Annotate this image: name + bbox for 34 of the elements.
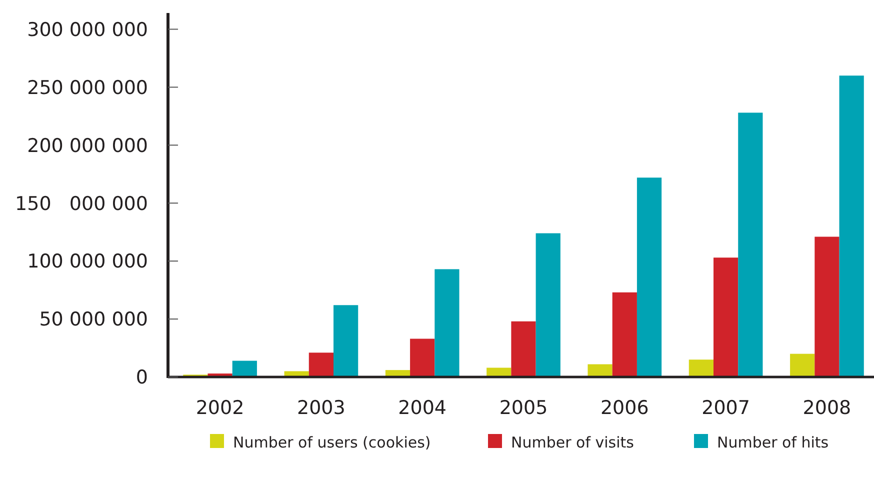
bar — [308, 352, 334, 377]
bar — [738, 112, 763, 377]
bar — [232, 360, 257, 377]
legend-label: Number of visits — [511, 433, 634, 452]
bar — [588, 364, 612, 377]
x-tick-label: 2007 — [702, 397, 750, 419]
y-tick-label: 200 000 000 — [27, 134, 148, 157]
y-tick-label: 250 000 000 — [27, 76, 148, 99]
x-tick-label: 2006 — [600, 397, 649, 419]
x-tick-label: 2003 — [297, 397, 346, 419]
y-tick-label: 150 000 000 — [15, 192, 148, 215]
x-tick-label: 2005 — [499, 397, 548, 419]
y-tick-label: 0 — [136, 366, 148, 389]
bar — [334, 305, 358, 377]
legend-label: Number of hits — [717, 433, 829, 452]
bar — [714, 258, 738, 377]
y-tick-label: 100 000 000 — [27, 250, 148, 273]
y-tick-label: 300 000 000 — [27, 18, 148, 41]
x-tick-label: 2002 — [196, 397, 244, 419]
x-tick-label: 2008 — [802, 397, 852, 419]
bar — [486, 368, 512, 377]
bar — [536, 233, 560, 377]
bar — [612, 292, 637, 377]
legend-label: Number of users (cookies) — [233, 433, 431, 452]
bar — [814, 236, 840, 377]
bar — [839, 76, 864, 377]
bar — [636, 178, 662, 377]
bar — [511, 321, 536, 377]
bar — [410, 338, 435, 377]
bar — [688, 360, 714, 377]
bar — [434, 269, 460, 377]
bar — [790, 354, 815, 377]
x-tick-label: 2004 — [398, 397, 447, 419]
y-tick-label: 50 000 000 — [39, 308, 148, 331]
